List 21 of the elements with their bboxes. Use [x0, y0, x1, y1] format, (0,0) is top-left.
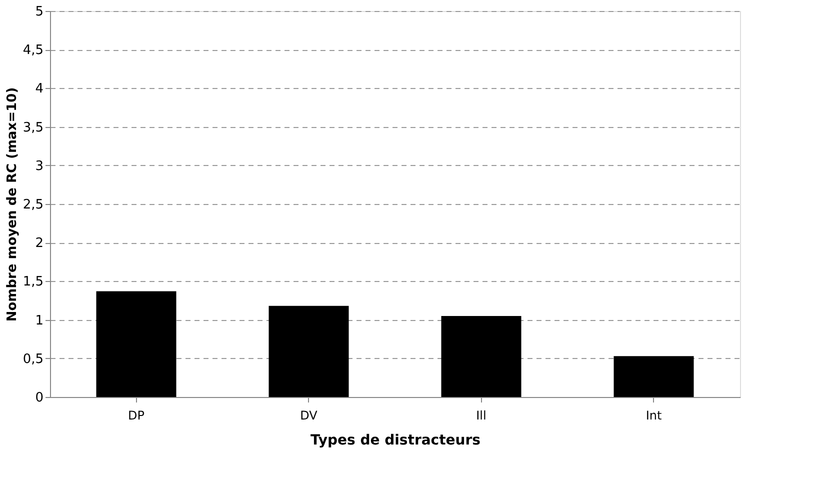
y-tick-label: 4	[35, 82, 44, 97]
x-tick-label: Int	[646, 408, 662, 422]
x-tick-label: DP	[128, 408, 144, 422]
y-tick-label: 2	[35, 236, 44, 252]
y-tick-label: 0,5	[22, 352, 44, 367]
bar	[441, 316, 522, 397]
x-tick-label: DV	[300, 408, 318, 422]
bar	[614, 356, 694, 397]
y-tick-label: 4,5	[22, 43, 44, 58]
bar	[96, 291, 176, 397]
y-tick-label: 5	[35, 4, 44, 20]
y-tick-label: 2,5	[22, 198, 44, 212]
y-tick-label: 3,5	[22, 120, 44, 136]
y-tick-label: 1	[35, 313, 44, 328]
x-tick-label: Ill	[476, 408, 486, 422]
bar	[268, 306, 349, 397]
y-tick-label: 0	[35, 390, 44, 406]
y-tick-label: 3	[35, 158, 44, 174]
x-axis-title: Types de distracteurs	[310, 432, 481, 448]
y-axis-title: Nombre moyen de RC (max=10)	[4, 87, 20, 322]
y-tick-label: 1,5	[22, 274, 44, 290]
